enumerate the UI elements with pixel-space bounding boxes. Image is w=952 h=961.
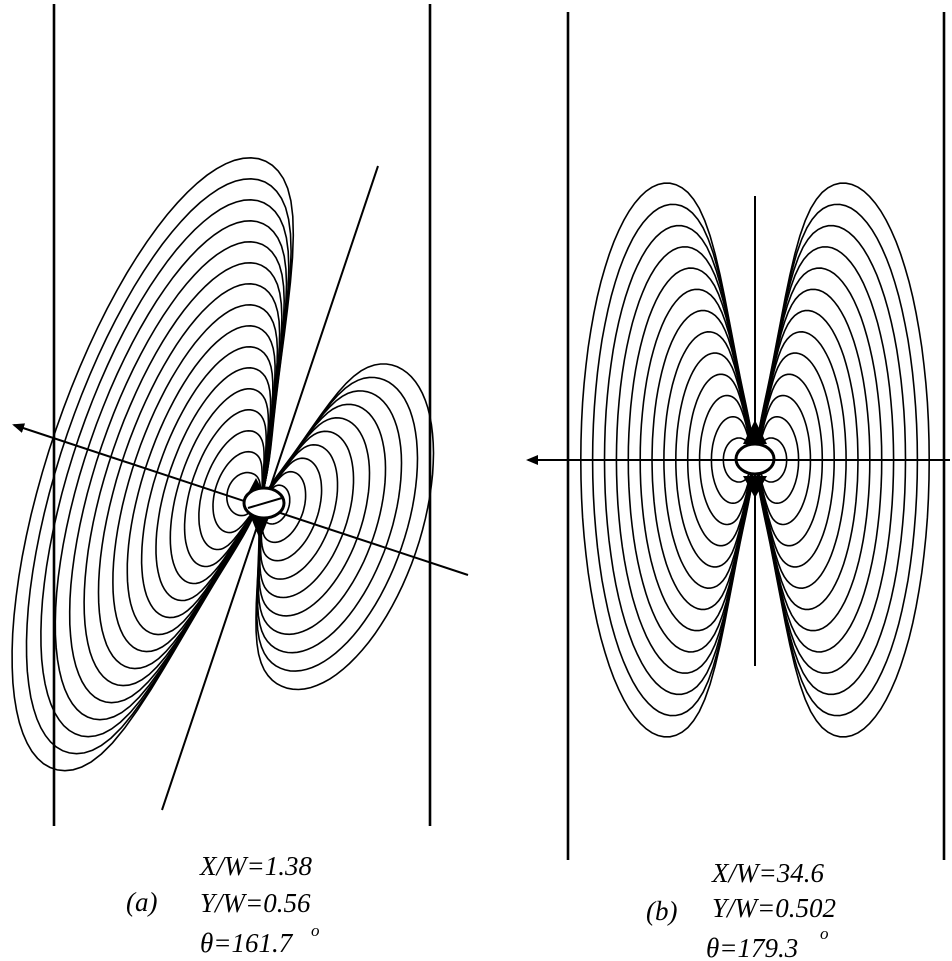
a-left-contour-13 — [40, 198, 290, 738]
param-yw-a: Y/W=0.56 — [200, 888, 311, 918]
param-theta-b: θ=179.3 — [706, 933, 798, 961]
contour-lines-a — [11, 156, 435, 772]
param-yw-b: Y/W=0.502 — [712, 893, 836, 923]
theta-degree-a: o — [311, 921, 320, 940]
particle-b — [734, 420, 776, 498]
a-left-contour-6 — [140, 345, 274, 619]
panel-b: X/W=34.6 (b) Y/W=0.502 θ=179.3 o — [526, 12, 950, 961]
a-left-contour-7 — [126, 324, 276, 636]
param-xw-a: X/W=1.38 — [199, 851, 312, 881]
panel-label-a: (a) — [126, 887, 157, 917]
a-right-contour-22 — [257, 403, 387, 636]
theta-degree-b: o — [820, 924, 829, 943]
param-theta-a: θ=161.7 — [200, 928, 294, 958]
a-left-contour-8 — [112, 303, 279, 653]
orientation-arrow-a — [12, 423, 469, 576]
param-xw-b: X/W=34.6 — [711, 858, 824, 888]
panel-a: X/W=1.38 Y/W=0.56 (a) θ=161.7 o — [11, 4, 469, 958]
particle-a — [242, 478, 286, 540]
a-left-contour-9 — [97, 282, 281, 670]
panel-label-b: (b) — [646, 896, 677, 926]
